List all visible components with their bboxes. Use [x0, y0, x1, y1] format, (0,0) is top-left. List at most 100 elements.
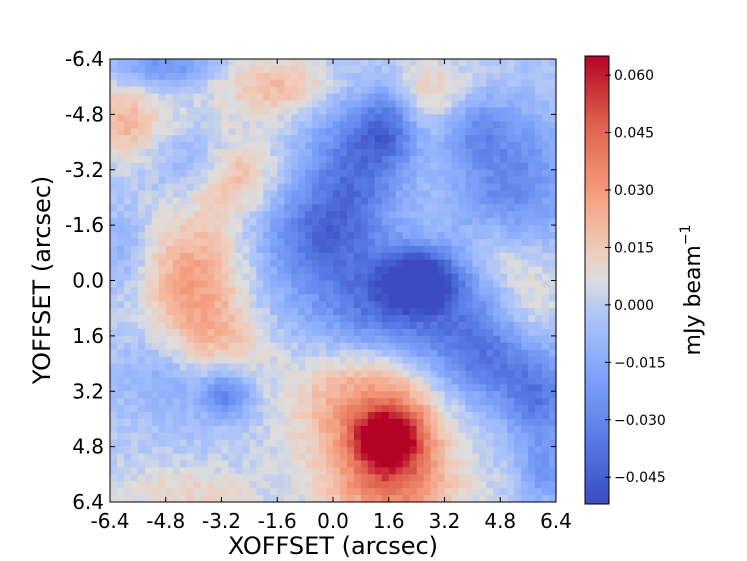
heatmap-cell [249, 107, 257, 115]
heatmap-cell [423, 169, 432, 178]
heatmap-cell [388, 107, 397, 115]
heatmap-cell [110, 169, 118, 178]
heatmap-cell [165, 322, 174, 330]
heatmap-cell [444, 79, 453, 88]
colorbar-tick-label: 0.030 [614, 183, 654, 199]
heatmap-cell [479, 384, 487, 392]
heatmap-cell [486, 148, 494, 157]
heatmap-cell [326, 342, 334, 351]
heatmap-cell [416, 59, 425, 67]
heatmap-cell [172, 474, 181, 482]
heatmap-cell [207, 495, 216, 503]
heatmap-cell [542, 294, 550, 302]
heatmap-cell [249, 100, 257, 109]
heatmap-cell [333, 460, 341, 468]
heatmap-cell [249, 245, 257, 254]
heatmap-cell [305, 328, 313, 337]
heatmap-cell [186, 363, 195, 372]
heatmap-cell [298, 412, 306, 420]
heatmap-cell [472, 412, 480, 420]
heatmap-cell [388, 169, 397, 178]
heatmap-cell [228, 86, 237, 95]
heatmap-cell [465, 59, 473, 67]
heatmap-cell [165, 488, 174, 496]
heatmap-cell [423, 391, 432, 399]
heatmap-cell [172, 259, 181, 268]
heatmap-cell [123, 266, 132, 275]
heatmap-cell [326, 418, 334, 427]
heatmap-cell [514, 391, 522, 399]
heatmap-cell [284, 266, 292, 275]
heatmap-cell [367, 107, 376, 115]
heatmap-cell [235, 453, 244, 462]
heatmap-cell [319, 301, 327, 309]
heatmap-cell [339, 349, 348, 358]
heatmap-cell [465, 398, 473, 406]
heatmap-cell [305, 453, 313, 462]
heatmap-cell [493, 405, 501, 413]
heatmap-cell [256, 86, 264, 95]
heatmap-cell [249, 287, 257, 295]
heatmap-cell [542, 301, 550, 309]
heatmap-cell [326, 79, 334, 88]
heatmap-cell [472, 315, 480, 323]
heatmap-cell [493, 128, 501, 136]
heatmap-cell [451, 142, 460, 150]
heatmap-cell [535, 481, 543, 489]
heatmap-cell [514, 377, 522, 385]
heatmap-cell [200, 65, 209, 74]
heatmap-cell [507, 425, 515, 434]
heatmap-cell [333, 287, 341, 295]
heatmap-cell [123, 474, 132, 482]
heatmap-cell [444, 128, 453, 136]
heatmap-cell [270, 79, 278, 88]
heatmap-cell [374, 322, 383, 330]
heatmap-cell [535, 79, 543, 88]
heatmap-cell [207, 287, 216, 295]
heatmap-cell [535, 183, 543, 192]
heatmap-cell [507, 86, 515, 95]
heatmap-cell [186, 328, 195, 337]
heatmap-cell [353, 335, 362, 344]
heatmap-cell [172, 342, 181, 351]
heatmap-cell [346, 349, 355, 358]
heatmap-cell [528, 384, 536, 392]
heatmap-cell [298, 315, 306, 323]
heatmap-cell [493, 474, 501, 482]
heatmap-cell [277, 232, 285, 240]
heatmap-cell [346, 183, 355, 192]
heatmap-cell [451, 370, 460, 378]
heatmap-cell [409, 315, 418, 323]
heatmap-cell [535, 245, 543, 254]
heatmap-cell [221, 418, 230, 427]
heatmap-cell [409, 225, 418, 233]
heatmap-cell [437, 204, 446, 212]
heatmap-cell [235, 418, 244, 427]
heatmap-cell [228, 93, 237, 102]
heatmap-cell [339, 259, 348, 268]
heatmap-cell [110, 294, 118, 302]
heatmap-cell [312, 273, 320, 282]
heatmap-cell [514, 280, 522, 289]
heatmap-cell [249, 301, 257, 309]
heatmap-cell [214, 287, 223, 295]
heatmap-cell [367, 259, 376, 268]
heatmap-cell [193, 474, 202, 482]
heatmap-cell [291, 107, 299, 115]
heatmap-cell [402, 218, 411, 226]
heatmap-cell [200, 446, 209, 455]
heatmap-cell [479, 121, 487, 129]
heatmap-cell [144, 155, 153, 164]
heatmap-cell [165, 481, 174, 489]
heatmap-cell [305, 190, 313, 199]
heatmap-cell [465, 280, 473, 289]
heatmap-cell [158, 335, 167, 344]
heatmap-cell [395, 460, 404, 468]
heatmap-cell [346, 79, 355, 88]
heatmap-cell [284, 460, 292, 468]
heatmap-cell [249, 266, 257, 275]
heatmap-cell [151, 446, 160, 455]
heatmap-cell [416, 114, 425, 122]
heatmap-cell [493, 335, 501, 344]
heatmap-cell [388, 460, 397, 468]
